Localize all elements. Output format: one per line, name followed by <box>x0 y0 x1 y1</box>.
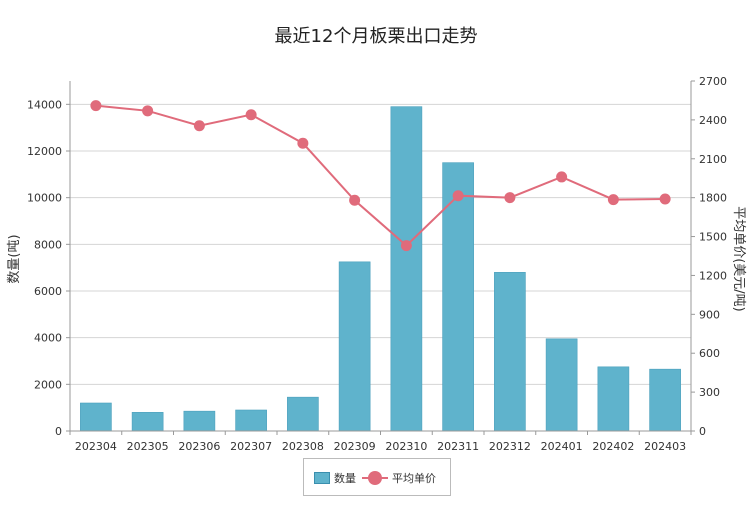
point-202401 <box>556 171 568 183</box>
point-202312 <box>504 192 516 204</box>
bar-202305 <box>131 412 164 432</box>
x-tick-label: 202312 <box>489 440 531 453</box>
legend: 数量 平均单价 <box>303 458 451 496</box>
y-tick-label-left: 14000 <box>27 98 62 111</box>
x-tick-label: 202401 <box>541 440 583 453</box>
x-tick-label: 202308 <box>282 440 324 453</box>
bar-202312 <box>494 272 526 432</box>
y-tick-label-right: 900 <box>699 308 720 321</box>
legend-label-avg-price: 平均单价 <box>392 472 436 485</box>
y-tick-label-right: 300 <box>699 386 720 399</box>
x-tick-label: 202309 <box>334 440 376 453</box>
bar-202307 <box>235 409 267 432</box>
y-tick-label-right: 2700 <box>699 75 727 88</box>
chart-title: 最近12个月板栗出口走势 <box>275 26 478 47</box>
y-tick-label-right: 2400 <box>699 114 727 127</box>
x-tick-label: 202311 <box>437 440 479 453</box>
point-202306 <box>193 120 205 132</box>
bar-202402 <box>597 366 630 432</box>
point-202305 <box>142 105 154 117</box>
avg-price-line <box>95 104 666 247</box>
y-axis-left-title: 数量(吨) <box>7 234 22 283</box>
bar-202311 <box>442 162 474 432</box>
x-tick-label: 202305 <box>127 440 169 453</box>
y-tick-label-left: 4000 <box>34 332 62 345</box>
legend-item-avg-price[interactable]: 平均单价 <box>362 469 436 487</box>
point-202402 <box>607 194 619 206</box>
y-tick-label-left: 10000 <box>27 192 62 205</box>
y-tick-label-right: 600 <box>699 347 720 360</box>
bar-202403 <box>649 368 681 432</box>
x-tick-label: 202307 <box>230 440 272 453</box>
legend-item-quantity[interactable]: 数量 <box>314 469 356 487</box>
bar-series <box>80 106 681 432</box>
gridlines <box>70 103 691 385</box>
y-tick-label-left: 0 <box>55 425 62 438</box>
y-tick-label-right: 0 <box>699 425 706 438</box>
x-tick-label: 202402 <box>592 440 634 453</box>
y-tick-label-left: 2000 <box>34 378 62 391</box>
x-tick-label: 202310 <box>385 440 427 453</box>
legend-line-swatch <box>362 470 388 486</box>
bar-202309 <box>338 261 371 432</box>
legend-bar-swatch <box>314 472 330 484</box>
x-tick-label: 202403 <box>644 440 686 453</box>
x-tick-label: 202304 <box>75 440 117 453</box>
bar-202306 <box>183 410 216 432</box>
axes: 0 2000 4000 6000 8000 10000 12000 14000 0 300 600 9… <box>27 75 727 453</box>
x-tick-label: 202306 <box>178 440 220 453</box>
point-202311 <box>452 190 464 202</box>
legend-label-quantity: 数量 <box>334 472 356 485</box>
point-202310 <box>400 240 412 252</box>
point-202309 <box>349 194 361 206</box>
y-tick-label-right: 1200 <box>699 269 727 282</box>
bar-202308 <box>287 396 319 432</box>
point-202304 <box>90 100 102 112</box>
point-202308 <box>297 137 309 149</box>
y-tick-label-right: 1800 <box>699 192 727 205</box>
y-axis-right-title: 平均单价(美元/吨) <box>731 206 746 312</box>
y-tick-label-left: 6000 <box>34 285 62 298</box>
y-tick-label-right: 1500 <box>699 231 727 244</box>
bar-202304 <box>80 402 112 432</box>
line-series <box>90 100 671 252</box>
bar-202401 <box>545 338 578 432</box>
y-tick-label-right: 2100 <box>699 153 727 166</box>
y-tick-label-left: 8000 <box>34 238 62 251</box>
y-tick-label-left: 12000 <box>27 145 62 158</box>
bar-202310 <box>390 106 423 432</box>
point-202403 <box>659 193 671 205</box>
point-202307 <box>245 109 257 121</box>
